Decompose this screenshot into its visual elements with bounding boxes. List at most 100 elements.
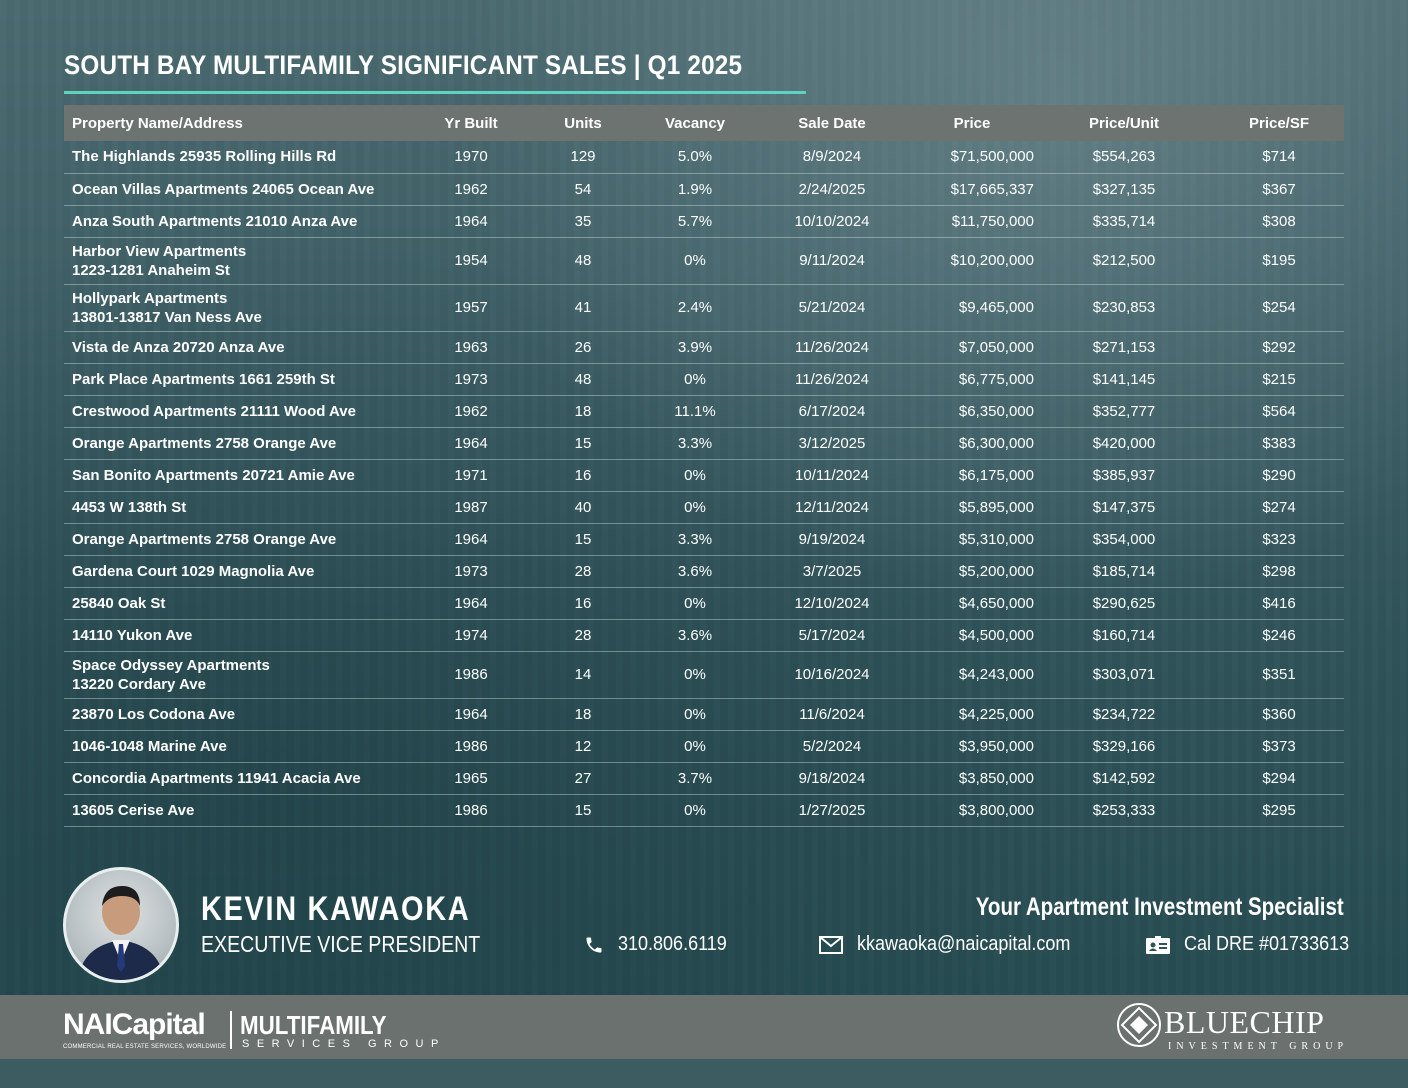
email-contact[interactable]: kkawaoka@naicapital.com — [819, 933, 1094, 956]
price-per-unit: $352,777 — [1034, 395, 1214, 428]
price-per-unit: $141,145 — [1034, 363, 1214, 396]
property-name: San Bonito Apartments 20721 Amie Ave — [64, 459, 412, 492]
footer-bottom-strip — [0, 1059, 1408, 1088]
price-per-unit: $420,000 — [1034, 427, 1214, 460]
table-row: 14110 Yukon Ave 1974 28 3.6% 5/17/2024 $4,500… — [64, 619, 1344, 652]
vacancy: 3.9% — [636, 331, 754, 364]
year-built: 1964 — [412, 587, 530, 620]
vacancy: 3.3% — [636, 427, 754, 460]
sale-date: 5/17/2024 — [754, 619, 910, 652]
column-header: Price — [910, 105, 1034, 141]
price-per-sf: $274 — [1214, 491, 1344, 524]
price-per-unit: $290,625 — [1034, 587, 1214, 620]
table-row: Ocean Villas Apartments 24065 Ocean Ave 1… — [64, 173, 1344, 206]
logo-divider — [230, 1011, 232, 1049]
sale-date: 10/11/2024 — [754, 459, 910, 492]
property-name: The Highlands 25935 Rolling Hills Rd — [64, 141, 412, 174]
property-name-line: Gardena Court 1029 Magnolia Ave — [72, 562, 315, 580]
property-name: Crestwood Apartments 21111 Wood Ave — [64, 395, 412, 428]
sale-date: 9/11/2024 — [754, 237, 910, 285]
vacancy: 2.4% — [636, 284, 754, 332]
price: $4,650,000 — [910, 587, 1034, 620]
footer-band — [0, 995, 1408, 1059]
property-name-line: 23870 Los Codona Ave — [72, 705, 236, 723]
table-row: 23870 Los Codona Ave 1964 18 0% 11/6/2024 $4,… — [64, 698, 1344, 731]
vacancy: 5.7% — [636, 205, 754, 238]
id-card-icon — [1146, 935, 1170, 954]
property-name-line: Vista de Anza 20720 Anza Ave — [72, 338, 285, 356]
year-built: 1970 — [412, 141, 530, 174]
sale-date: 2/24/2025 — [754, 173, 910, 206]
price: $6,775,000 — [910, 363, 1034, 396]
price-per-unit: $335,714 — [1034, 205, 1214, 238]
property-name: Park Place Apartments 1661 259th St — [64, 363, 412, 396]
price-per-sf: $308 — [1214, 205, 1344, 238]
units: 14 — [530, 651, 636, 699]
property-address-line: 13220 Cordary Ave — [72, 675, 206, 693]
property-name-line: Concordia Apartments 11941 Acacia Ave — [72, 769, 361, 787]
nai-capital-logo: NAICapital — [63, 1008, 206, 1041]
sale-date: 9/18/2024 — [754, 762, 910, 795]
units: 18 — [530, 395, 636, 428]
vacancy: 3.6% — [636, 619, 754, 652]
column-header: Price/Unit — [1034, 105, 1214, 141]
price: $5,895,000 — [910, 491, 1034, 524]
price-per-unit: $234,722 — [1034, 698, 1214, 731]
price-per-unit: $385,937 — [1034, 459, 1214, 492]
price-per-sf: $298 — [1214, 555, 1344, 588]
table-row: Orange Apartments 2758 Orange Ave 1964 15 3… — [64, 523, 1344, 556]
price-per-unit: $147,375 — [1034, 491, 1214, 524]
sale-date: 12/10/2024 — [754, 587, 910, 620]
table-row: Anza South Apartments 21010 Anza Ave 1964… — [64, 205, 1344, 238]
price-per-sf: $215 — [1214, 363, 1344, 396]
title-underline — [64, 91, 806, 94]
price-per-sf: $295 — [1214, 794, 1344, 827]
price-per-sf: $292 — [1214, 331, 1344, 364]
units: 15 — [530, 427, 636, 460]
price-per-unit: $554,263 — [1034, 141, 1214, 174]
price: $7,050,000 — [910, 331, 1034, 364]
property-name: 1046-1048 Marine Ave — [64, 730, 412, 763]
vacancy: 0% — [636, 459, 754, 492]
bluechip-subtitle: INVESTMENT GROUP — [1168, 1041, 1349, 1052]
sale-date: 12/11/2024 — [754, 491, 910, 524]
year-built: 1971 — [412, 459, 530, 492]
phone-contact[interactable]: 310.806.6119 — [584, 933, 739, 956]
table-row: 1046-1048 Marine Ave 1986 12 0% 5/2/2024 $3,9… — [64, 730, 1344, 763]
units: 26 — [530, 331, 636, 364]
vacancy: 1.9% — [636, 173, 754, 206]
units: 54 — [530, 173, 636, 206]
property-name: Gardena Court 1029 Magnolia Ave — [64, 555, 412, 588]
vacancy: 11.1% — [636, 395, 754, 428]
property-name: Hollypark Apartments 13801-13817 Van Ness… — [64, 284, 412, 332]
sale-date: 11/26/2024 — [754, 363, 910, 396]
price-per-unit: $212,500 — [1034, 237, 1214, 285]
price: $5,200,000 — [910, 555, 1034, 588]
units: 40 — [530, 491, 636, 524]
phone-icon — [586, 937, 602, 952]
table-row: Park Place Apartments 1661 259th St 1973 4… — [64, 363, 1344, 396]
page-title: SOUTH BAY MULTIFAMILY SIGNIFICANT SALES … — [64, 50, 743, 80]
property-name-line: Park Place Apartments 1661 259th St — [72, 370, 335, 388]
vacancy: 0% — [636, 698, 754, 731]
price-per-sf: $323 — [1214, 523, 1344, 556]
multifamily-logo: MULTIFAMILY — [240, 1010, 387, 1040]
price-per-sf: $416 — [1214, 587, 1344, 620]
units: 15 — [530, 794, 636, 827]
units: 16 — [530, 459, 636, 492]
agent-role: EXECUTIVE VICE PRESIDENT — [201, 931, 481, 957]
units: 18 — [530, 698, 636, 731]
year-built: 1964 — [412, 698, 530, 731]
table-row: 4453 W 138th St 1987 40 0% 12/11/2024 $5,895,… — [64, 491, 1344, 524]
year-built: 1965 — [412, 762, 530, 795]
column-header: Units — [530, 105, 636, 141]
property-address-line: 1223-1281 Anaheim St — [72, 261, 230, 279]
year-built: 1973 — [412, 555, 530, 588]
year-built: 1964 — [412, 427, 530, 460]
sale-date: 3/7/2025 — [754, 555, 910, 588]
avatar-portrait-icon — [78, 886, 164, 980]
sale-date: 6/17/2024 — [754, 395, 910, 428]
sale-date: 3/12/2025 — [754, 427, 910, 460]
price-per-unit: $327,135 — [1034, 173, 1214, 206]
year-built: 1963 — [412, 331, 530, 364]
